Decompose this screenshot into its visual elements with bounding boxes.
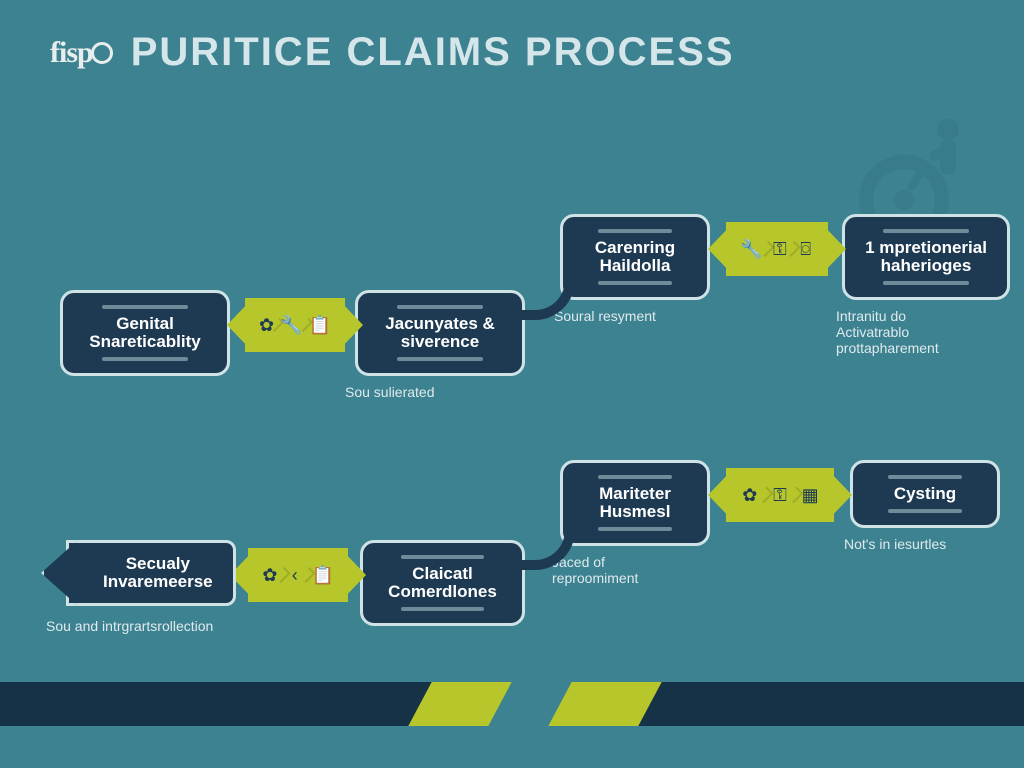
card-accent-bar (401, 555, 484, 559)
card-accent-bar (401, 607, 484, 611)
step-s3: CarenringHaildolla (560, 214, 710, 300)
step-label: 1 mpretionerialhaherioges (855, 239, 997, 275)
step-subtext: Soural resyment (554, 308, 656, 324)
card-accent-bar (102, 357, 188, 361)
card-accent-bar (888, 509, 962, 513)
connector: 🔧⚿⌼ (726, 222, 828, 276)
grid-icon: ▦ (800, 481, 820, 509)
card-accent-bar (397, 357, 483, 361)
step-label: MariteterHusmesl (573, 485, 697, 521)
badge-icon: ⌼ (797, 235, 814, 263)
step-s8: ClaicatlComerdlones (360, 540, 525, 626)
step-label: GenitalSnareticablity (73, 315, 217, 351)
step-s7: Cysting (850, 460, 1000, 528)
connector: ✿🔧📋 (245, 298, 345, 352)
step-label: CarenringHaildolla (573, 239, 697, 275)
step-label: SecualyInvaremeerse (103, 555, 213, 591)
step-subtext: Intranitu doActivatrabloprottapharement (836, 308, 1024, 356)
step-s6: MariteterHusmesl (560, 460, 710, 546)
clipboard-icon: 📋 (309, 311, 331, 339)
card-accent-bar (397, 305, 483, 309)
flow-pipe (505, 228, 575, 320)
step-label: ClaicatlComerdlones (373, 565, 512, 601)
footer-band (0, 682, 1024, 726)
step-label: Jacunyates &siverence (368, 315, 512, 351)
card-accent-bar (598, 229, 672, 233)
wrench-icon: 🔧 (280, 311, 302, 339)
step-s9: SecualyInvaremeerse (66, 540, 236, 606)
step-label: Cysting (863, 485, 987, 503)
card-accent-bar (102, 305, 188, 309)
step-s4: 1 mpretionerialhaherioges (842, 214, 1010, 300)
connector: ✿‹📋 (248, 548, 348, 602)
step-s2: Jacunyates &siverence (355, 290, 525, 376)
brand-logo-ring-icon (91, 42, 113, 64)
step-subtext: Sou sulierated (345, 384, 435, 400)
step-subtext: Not's in iesurtles (844, 536, 946, 552)
step-s1: GenitalSnareticablity (60, 290, 230, 376)
card-accent-bar (598, 527, 672, 531)
step-subtext: Sou and intrgrartsrollection (46, 618, 213, 634)
step-subtext: Jaced ofreproomiment (552, 554, 722, 586)
flow-pipe (505, 474, 575, 570)
page-title: PURITICE CLAIMS PROCESS (131, 30, 735, 75)
card-accent-bar (883, 229, 968, 233)
brand-logo: fisp (50, 36, 113, 70)
card-accent-bar (883, 281, 968, 285)
card-accent-bar (888, 475, 962, 479)
card-accent-bar (598, 281, 672, 285)
clipboard-icon: 📋 (312, 561, 334, 589)
connector: ✿⚿▦ (726, 468, 834, 522)
header: fisp PURITICE CLAIMS PROCESS (50, 30, 735, 75)
card-accent-bar (598, 475, 672, 479)
brand-logo-text: fisp (50, 36, 93, 69)
